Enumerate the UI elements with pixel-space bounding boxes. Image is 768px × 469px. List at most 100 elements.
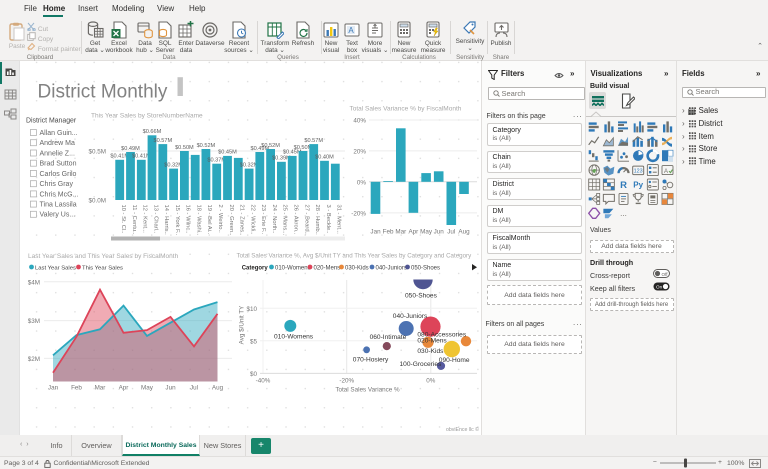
svg-text:$0.50M: $0.50M	[294, 145, 313, 151]
svg-text:Carlos Grilo: Carlos Grilo	[40, 171, 77, 178]
svg-text:31 - Ment...: 31 - Ment...	[336, 205, 342, 235]
svg-text:Chris Gray: Chris Gray	[40, 181, 74, 188]
svg-text:22 - Wickli..: 22 - Wickli..	[249, 205, 255, 235]
svg-text:Py: Py	[633, 181, 643, 190]
svg-text:28 - Humb..: 28 - Humb..	[314, 205, 320, 236]
svg-text:Allan Guin...: Allan Guin...	[40, 130, 78, 137]
svg-text:030-Kids: 030-Kids	[417, 348, 444, 355]
svg-text:Jan: Jan	[48, 385, 59, 392]
svg-text:$2M: $2M	[28, 356, 40, 363]
svg-text:Aug: Aug	[212, 385, 224, 392]
svg-text:Aug: Aug	[458, 229, 470, 236]
svg-text:$0.5M: $0.5M	[88, 149, 106, 156]
svg-text:-20%: -20%	[339, 378, 354, 385]
svg-text:Last Year Sales and This Year: Last Year Sales and This Year Sales by F…	[28, 253, 179, 260]
svg-text:27 - Beard..: 27 - Beard..	[303, 205, 309, 236]
svg-text:030-Kids: 030-Kids	[345, 265, 369, 271]
svg-text:040-Juniors: 040-Juniors	[393, 313, 428, 320]
svg-text:Apr: Apr	[119, 385, 129, 392]
svg-text:Andrew Ma: Andrew Ma	[40, 140, 76, 147]
svg-text:050-Shoes: 050-Shoes	[405, 293, 438, 300]
svg-text:Jan: Jan	[370, 229, 381, 236]
svg-text:26 - Akron..: 26 - Akron..	[293, 205, 299, 235]
svg-text:010-Womens: 010-Womens	[275, 265, 311, 271]
svg-text:R: R	[620, 180, 627, 191]
svg-text:This Year Sales: This Year Sales	[82, 265, 123, 271]
svg-text:-40%: -40%	[256, 378, 271, 385]
svg-text:Jul: Jul	[447, 229, 455, 236]
svg-text:$0.41M: $0.41M	[110, 154, 129, 160]
svg-text:$3M: $3M	[28, 318, 40, 325]
svg-text:Mar: Mar	[95, 385, 106, 392]
svg-text:100-Groceries: 100-Groceries	[400, 361, 442, 368]
svg-text:080-Accessories: 080-Accessories	[417, 332, 466, 339]
svg-text:$0.39M: $0.39M	[272, 156, 291, 162]
svg-text:Total Sales Variance %, Avg $/: Total Sales Variance %, Avg $/Unit TY an…	[237, 253, 473, 260]
svg-text:020-Mens: 020-Mens	[314, 265, 341, 271]
svg-text:Mar: Mar	[395, 229, 406, 236]
svg-text:20%: 20%	[353, 148, 366, 155]
svg-text:A: A	[348, 26, 354, 35]
svg-text:$0.52M: $0.52M	[197, 143, 216, 149]
svg-text:Total Sales Variance % by Fisc: Total Sales Variance % by FiscalMonth	[350, 106, 462, 113]
svg-text:20 - Green..: 20 - Green..	[228, 205, 234, 236]
svg-text:obviEnce llc ©: obviEnce llc ©	[446, 426, 479, 433]
svg-text:$10: $10	[246, 306, 257, 313]
svg-text:$0.41M: $0.41M	[132, 154, 151, 160]
svg-text:25 - Mans...: 25 - Mans...	[282, 205, 288, 236]
svg-text:40%: 40%	[353, 118, 366, 125]
svg-text:$0.45M: $0.45M	[283, 150, 302, 156]
svg-text:Brad Sutton: Brad Sutton	[40, 161, 77, 168]
svg-text:3 - Beckle..: 3 - Beckle..	[325, 205, 331, 234]
svg-text:...: ...	[620, 209, 627, 218]
svg-text:Jun: Jun	[165, 385, 176, 392]
svg-text:$4M: $4M	[28, 279, 40, 286]
svg-text:Feb: Feb	[383, 229, 394, 236]
svg-text:060-Intimate: 060-Intimate	[370, 334, 407, 341]
svg-text:$0.45M: $0.45M	[218, 150, 237, 156]
svg-text:0%: 0%	[357, 179, 367, 186]
svg-text:$0.52M: $0.52M	[261, 143, 280, 149]
svg-text:$0.57M: $0.57M	[153, 138, 172, 144]
svg-text:020-Mens: 020-Mens	[417, 338, 447, 345]
svg-text:24 - North..: 24 - North..	[271, 205, 277, 234]
svg-text:14 - Harris..: 14 - Harris..	[163, 205, 169, 236]
svg-text:12 - Kent...: 12 - Kent...	[142, 205, 148, 234]
svg-text:10 - St. Cl..: 10 - St. Cl..	[120, 205, 126, 234]
svg-text:Category: Category	[242, 265, 269, 271]
svg-text:$0: $0	[250, 371, 258, 378]
svg-text:Last Year Sales: Last Year Sales	[35, 265, 76, 271]
svg-text:$0.32M: $0.32M	[164, 162, 183, 168]
svg-text:$0.49M: $0.49M	[250, 146, 269, 152]
svg-text:Annelie Z...: Annelie Z...	[40, 150, 75, 157]
svg-text:$5: $5	[250, 338, 258, 345]
svg-text:010-Womens: 010-Womens	[274, 334, 314, 341]
svg-text:11 - Centu..: 11 - Centu..	[131, 205, 137, 235]
svg-text:040-Juniors: 040-Juniors	[376, 265, 407, 271]
svg-text:$0.0M: $0.0M	[88, 198, 106, 205]
svg-text:2 - Weirto..: 2 - Weirto..	[217, 205, 223, 234]
svg-text:$0.37M: $0.37M	[207, 158, 226, 164]
svg-text:050-Shoes: 050-Shoes	[411, 265, 440, 271]
svg-text:Apr: Apr	[408, 229, 418, 236]
svg-text:15 - York F..: 15 - York F..	[174, 205, 180, 236]
svg-text:$0.40M: $0.40M	[315, 155, 334, 161]
svg-text:District Manager: District Manager	[26, 118, 77, 125]
svg-text:$0.57M: $0.57M	[304, 138, 323, 144]
svg-text:On: On	[656, 285, 663, 290]
svg-text:070-Hosiery: 070-Hosiery	[353, 357, 389, 364]
svg-text:Total Sales Variance %: Total Sales Variance %	[335, 387, 400, 394]
svg-text:Tina Lassila: Tina Lassila	[40, 202, 77, 209]
svg-text:May: May	[420, 229, 433, 236]
svg-text:23 - Erie F..: 23 - Erie F..	[260, 205, 266, 235]
svg-text:16 - Wilnc..: 16 - Wilnc..	[185, 205, 191, 234]
svg-text:A: A	[664, 169, 668, 175]
svg-text:21 - Zanes..: 21 - Zanes..	[239, 205, 245, 236]
svg-text:Jun: Jun	[434, 229, 445, 236]
svg-text:Valery Us...: Valery Us...	[40, 212, 76, 219]
svg-text:$0.49M: $0.49M	[121, 146, 140, 152]
svg-text:123: 123	[634, 169, 643, 175]
svg-text:$0.66M: $0.66M	[143, 129, 162, 135]
svg-text:$0.50M: $0.50M	[175, 145, 194, 151]
svg-text:-20%: -20%	[351, 210, 366, 217]
